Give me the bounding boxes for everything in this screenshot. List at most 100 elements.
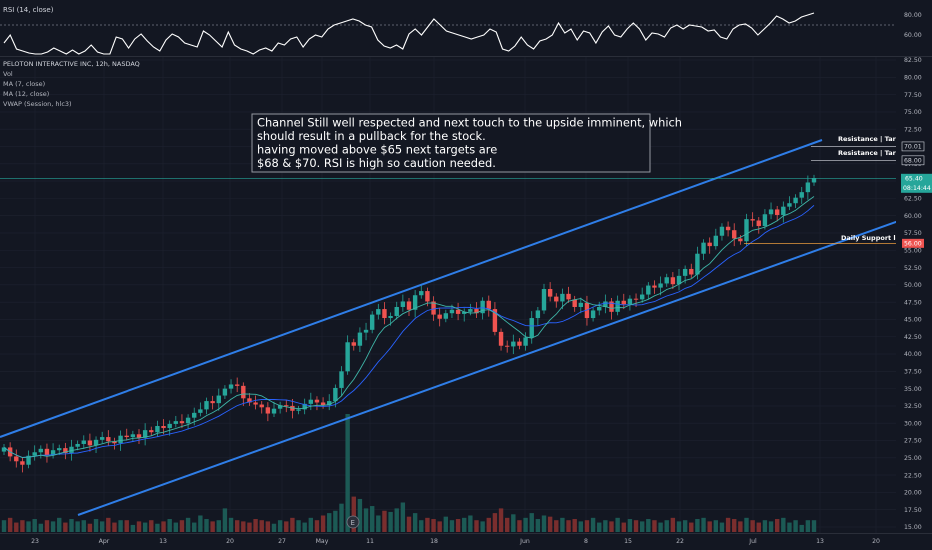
candle-body bbox=[161, 425, 166, 429]
candle-body bbox=[327, 401, 332, 406]
candle-body bbox=[99, 437, 105, 440]
candle-body bbox=[713, 235, 719, 247]
volume-bar bbox=[363, 508, 369, 532]
candle-body bbox=[20, 461, 25, 465]
candle-body bbox=[216, 395, 221, 404]
resistance-label-2: Resistance | Target bbox=[838, 149, 908, 158]
indicator-vol[interactable]: Vol bbox=[3, 70, 13, 78]
ma7-line bbox=[3, 196, 815, 458]
candle-body bbox=[517, 341, 522, 346]
volume-bar bbox=[320, 515, 326, 532]
time-tick-label: 23 bbox=[31, 538, 39, 545]
volume-bar bbox=[198, 515, 203, 532]
time-tick-label: May bbox=[316, 538, 329, 545]
candle-body bbox=[468, 309, 473, 312]
volume-bar bbox=[431, 519, 436, 532]
candle-body bbox=[443, 313, 449, 319]
volume-bar bbox=[149, 520, 154, 532]
volume-bar bbox=[725, 517, 731, 532]
candle-body bbox=[676, 275, 682, 285]
volume-bar bbox=[455, 519, 461, 532]
candle-body bbox=[308, 399, 314, 404]
volume-bar bbox=[744, 517, 749, 532]
volume-bar bbox=[57, 517, 62, 532]
channel-lower-line[interactable] bbox=[77, 208, 932, 516]
time-axis[interactable]: 23 Apr 13 20 27 May 11 18 Jun 8 15 22 Jul 13 20 bbox=[31, 538, 880, 545]
volume-bar bbox=[314, 520, 320, 532]
volume-bar bbox=[339, 503, 344, 532]
candle-body bbox=[597, 306, 602, 311]
volume-bar bbox=[32, 519, 37, 532]
volume-bar bbox=[69, 519, 74, 532]
candle-body bbox=[1, 447, 7, 452]
rsi-line bbox=[3, 12, 815, 55]
volume-bar bbox=[44, 520, 50, 532]
candle-body bbox=[707, 242, 712, 247]
candle-body bbox=[320, 402, 326, 406]
indicator-ma12[interactable]: MA (12, close) bbox=[3, 90, 49, 98]
volume-bar bbox=[296, 520, 301, 532]
candle-body bbox=[474, 309, 479, 314]
volume-bar bbox=[498, 508, 504, 532]
volume-bar bbox=[26, 521, 31, 532]
support-label: Daily Support level bbox=[841, 234, 911, 242]
annotation-box[interactable] bbox=[251, 113, 651, 173]
volume-bar bbox=[695, 519, 700, 532]
candle-body bbox=[578, 302, 584, 307]
volume-bar bbox=[627, 519, 633, 532]
volume-bar bbox=[345, 414, 350, 532]
candle-body bbox=[44, 448, 50, 456]
volume-bar bbox=[75, 521, 80, 532]
volume-bar bbox=[504, 517, 510, 532]
price-tick-label: 80.00 bbox=[904, 74, 922, 81]
candle-body bbox=[590, 310, 596, 319]
volume-bar bbox=[480, 521, 485, 532]
price-tick-label: 20.00 bbox=[904, 490, 922, 497]
rsi-tick-label: 60.00 bbox=[904, 32, 922, 39]
rsi-label: RSI (14, close) bbox=[3, 6, 54, 14]
volume-bar bbox=[664, 520, 669, 532]
earnings-marker[interactable] bbox=[346, 515, 360, 529]
candle-body bbox=[382, 309, 387, 319]
candle-body bbox=[627, 298, 633, 305]
candle-body bbox=[750, 219, 755, 221]
time-tick-label: 13 bbox=[159, 538, 167, 545]
candle-body bbox=[167, 423, 172, 429]
price-tick-label: 22.50 bbox=[904, 472, 922, 479]
volume-bar bbox=[762, 520, 768, 532]
candle-body bbox=[523, 337, 528, 346]
price-tick-label: 77.50 bbox=[904, 92, 922, 99]
volume-bar bbox=[646, 519, 651, 532]
candle-body bbox=[363, 329, 369, 333]
candle-body bbox=[357, 332, 363, 346]
volume-bar bbox=[419, 520, 424, 532]
volume-bar bbox=[87, 523, 93, 532]
volume-bar bbox=[14, 522, 19, 532]
volume-bar bbox=[247, 522, 252, 532]
volume-bar bbox=[468, 515, 473, 532]
candle-body bbox=[511, 341, 516, 347]
candle-body bbox=[81, 440, 86, 444]
volume-bar bbox=[474, 520, 479, 532]
candle-body bbox=[228, 384, 234, 389]
candle-body bbox=[547, 289, 553, 297]
volume-bar bbox=[670, 517, 676, 532]
svg-text:65.40: 65.40 bbox=[905, 176, 923, 183]
candle-body bbox=[259, 404, 264, 408]
volume-bar bbox=[333, 510, 338, 532]
candle-body bbox=[185, 417, 191, 424]
candle-body bbox=[682, 268, 688, 276]
indicator-vwap[interactable]: VWAP (Session, hlc3) bbox=[3, 100, 72, 108]
volume-bar bbox=[793, 520, 798, 532]
volume-bar bbox=[572, 519, 577, 532]
candle-body bbox=[179, 421, 185, 424]
indicator-ma7[interactable]: MA (7, close) bbox=[3, 80, 45, 88]
time-tick-label: 11 bbox=[366, 538, 374, 545]
volume-bar bbox=[327, 513, 332, 532]
time-tick-label: Apr bbox=[99, 538, 110, 545]
volume-bar bbox=[412, 513, 418, 532]
volume-bar bbox=[701, 517, 706, 532]
price-tick-label: 30.00 bbox=[904, 420, 922, 427]
channel-upper-line[interactable] bbox=[0, 139, 823, 438]
